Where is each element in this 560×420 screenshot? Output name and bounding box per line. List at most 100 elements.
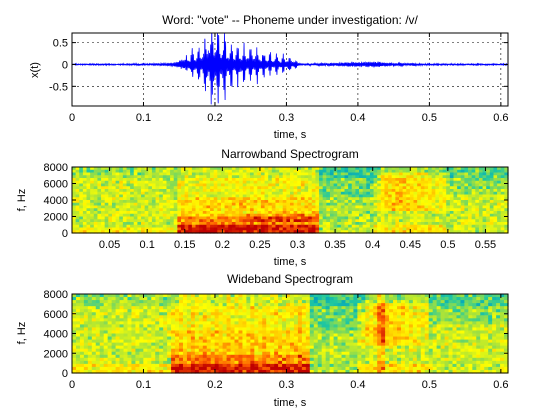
spectrogram-cell xyxy=(214,333,220,338)
spectrogram-cell xyxy=(435,180,440,185)
spectrogram-cell xyxy=(365,309,370,313)
spectrogram-cell xyxy=(325,300,331,304)
spectrogram-cell xyxy=(234,354,240,359)
spectrogram-cell xyxy=(278,345,283,350)
spectrogram-cell xyxy=(246,321,251,325)
spectrogram-cell xyxy=(173,197,178,201)
spectrogram-cell xyxy=(262,315,267,319)
spectrogram-cell xyxy=(388,178,393,182)
spectrogram-cell xyxy=(242,205,247,209)
spectrogram-cell xyxy=(406,216,411,220)
spectrogram-cell xyxy=(300,169,306,174)
spectrogram-cell xyxy=(122,202,128,207)
spectrogram-cell xyxy=(199,224,204,229)
spectrogram-cell xyxy=(504,191,509,196)
spectrogram-cell xyxy=(489,230,495,234)
spectrogram-cell xyxy=(188,183,193,187)
spectrogram-cell xyxy=(313,360,319,365)
spectrogram-cell xyxy=(231,208,237,212)
spectrogram-cell xyxy=(297,294,303,298)
spectrogram-cell xyxy=(97,183,102,187)
spectrogram-cell xyxy=(353,342,358,347)
spectrogram-cell xyxy=(260,189,266,193)
spectrogram-cell xyxy=(108,175,113,179)
spectrogram-cell xyxy=(123,312,129,316)
spectrogram-cell xyxy=(170,172,175,176)
spectrogram-cell xyxy=(147,351,152,356)
spectrogram-cell xyxy=(366,202,371,207)
spectrogram-cell xyxy=(340,216,346,220)
spectrogram-cell xyxy=(195,208,200,212)
spectrogram-cell xyxy=(224,202,229,207)
spectrogram-cell xyxy=(333,345,339,350)
spectrogram-cell xyxy=(137,175,142,179)
spectrogram-cell xyxy=(373,330,378,335)
spectrogram-cell xyxy=(115,167,120,171)
spectrogram-cell xyxy=(148,211,153,215)
spectrogram-cell xyxy=(86,200,91,204)
spectrogram-cell xyxy=(304,167,309,171)
spectrogram-cell xyxy=(321,324,327,329)
spectrogram-cell xyxy=(95,327,101,332)
spectrogram-cell xyxy=(115,327,121,332)
spectrogram-cell xyxy=(345,309,351,313)
spectrogram-cell xyxy=(301,306,307,310)
spectrogram-cell xyxy=(424,213,429,218)
spectrogram-cell xyxy=(365,315,370,319)
spectrogram-cell xyxy=(341,300,347,304)
spectrogram-cell xyxy=(373,366,378,371)
spectrogram-cell xyxy=(266,300,271,304)
spectrogram-cell xyxy=(175,315,180,319)
spectrogram-cell xyxy=(175,357,180,362)
spectrogram-cell xyxy=(126,213,131,218)
spectrogram-cell xyxy=(344,205,349,209)
spectrogram-cell xyxy=(230,297,236,301)
spectrogram-cell xyxy=(141,186,146,190)
spectrogram-cell xyxy=(75,197,80,201)
spectrogram-cell xyxy=(349,303,355,307)
spectrogram-cell xyxy=(275,211,280,215)
spectrogram-cell xyxy=(317,357,323,362)
spectrogram-cell xyxy=(313,300,319,304)
spectrogram-cell xyxy=(75,175,80,179)
spectrogram-cell xyxy=(170,202,175,207)
spectrogram-cell xyxy=(82,180,88,185)
spectrogram-cell xyxy=(254,321,259,325)
spectrogram-cell xyxy=(279,230,284,234)
spectrogram-cell xyxy=(353,318,358,322)
spectrogram-cell xyxy=(317,306,323,310)
spectrogram-cell xyxy=(304,194,309,198)
spectrogram-cell xyxy=(217,227,222,231)
spectrogram-cell xyxy=(143,336,148,341)
spectrogram-cell xyxy=(297,309,303,313)
spectrogram-cell xyxy=(122,213,128,218)
spectrogram-cell xyxy=(319,178,324,182)
spectrogram-cell xyxy=(202,186,208,190)
spectrogram-cell xyxy=(210,169,215,174)
spectrogram-cell xyxy=(246,336,251,341)
spectrogram-cell xyxy=(143,294,148,298)
spectrogram-cell xyxy=(489,172,495,176)
spectrogram-cell xyxy=(101,222,106,226)
spectrogram-cell xyxy=(286,297,291,301)
spectrogram-cell xyxy=(388,189,393,193)
spectrogram-cell xyxy=(413,208,418,212)
spectrogram-cell xyxy=(420,208,426,212)
spectrogram-cell xyxy=(202,354,208,359)
spectrogram-cell xyxy=(230,345,236,350)
spectrogram-cell xyxy=(87,309,93,313)
spectrogram-cell xyxy=(214,354,220,359)
spectrogram-cell xyxy=(478,183,484,187)
spectrogram-cell xyxy=(173,180,178,185)
spectrogram-cell xyxy=(395,222,400,226)
spectrogram-cell xyxy=(108,183,113,187)
spectrogram-cell xyxy=(242,315,247,319)
spectrogram-cell xyxy=(75,366,81,371)
spectrogram-cell xyxy=(202,205,208,209)
spectrogram-cell xyxy=(333,309,339,313)
spectrogram-cell xyxy=(254,369,259,374)
spectrogram-cell xyxy=(163,369,168,374)
spectrogram-cell xyxy=(317,315,323,319)
spectrogram-cell xyxy=(355,167,360,171)
spectrogram-cell xyxy=(345,330,351,335)
